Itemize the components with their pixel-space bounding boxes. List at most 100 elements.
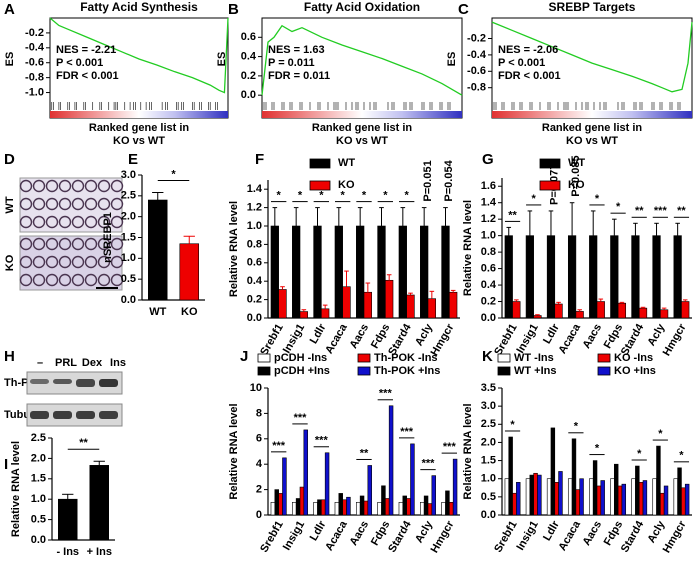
bar [663,485,669,516]
bar [431,475,436,516]
bar [57,498,78,541]
bar [313,501,318,516]
cell [110,197,124,211]
significance: * [595,193,600,205]
x-tick-label: Srebf1 [258,519,286,555]
bar [179,243,200,301]
y-tick-label: 0.8 [247,238,262,250]
panel-letter: J [240,348,248,365]
x-tick-label: Acaca [323,321,350,356]
bar [638,482,644,516]
stat-annotation: FDR < 0.001 [56,70,119,82]
x-tick-label: Ldlr [308,518,329,543]
bar [334,225,343,319]
band [99,379,118,387]
y-tick-label: -1.0 [25,86,44,98]
y-tick-label: 1.5 [31,473,46,485]
y-tick-label: 0.6 [481,262,496,274]
cell [32,179,46,193]
y-tick-label: 0.0 [31,534,46,546]
bar [652,478,657,516]
significance: *** [422,458,436,470]
y-tick-label: 3.0 [481,400,496,412]
stat-annotation: P < 0.001 [498,57,545,69]
bar [334,501,340,516]
significance: * [277,190,282,202]
band [53,411,72,419]
cell [19,179,33,193]
lane-label: Dex [82,357,103,369]
y-tick-label: 0.2 [241,70,256,82]
cell [71,273,85,287]
bar [554,482,559,516]
bar [321,499,326,516]
bar [533,315,542,319]
bar [410,443,415,516]
stat-annotation: NES = 1.63 [268,44,325,56]
y-tick-label: 2.5 [121,190,136,202]
cell [32,197,46,211]
panel-letter: A [4,1,15,18]
y-tick-label: 0.2 [247,294,262,306]
significance: * [510,419,515,431]
y-axis-label: ES [446,52,458,67]
legend-label: WT [568,157,585,169]
bar [427,298,436,319]
x-tick-label: Aacs [581,322,605,351]
y-tick-label: 1.6 [481,180,496,192]
bar [681,487,686,516]
bar [270,501,276,516]
x-tick-label: Insig1 [281,322,307,356]
y-tick-label: 6 [256,433,262,445]
y-tick-label: 0.6 [241,31,256,43]
significance: * [362,190,367,202]
stat-annotation: P < 0.001 [56,57,103,69]
cell [97,255,111,269]
significance: * [658,428,663,440]
bar [575,311,584,319]
bar [282,457,287,516]
y-tick-label: 0.4 [481,279,497,291]
y-tick-label: 0.5 [481,491,496,503]
es-line [49,17,229,94]
y-axis-label: Relative RNA level [228,201,240,297]
bar [303,429,308,516]
bar [299,311,308,319]
cell [32,215,46,229]
significance: *** [443,441,457,453]
bar [575,489,580,516]
x-tick-label: Insig1 [514,322,540,356]
bar [600,480,605,516]
x-tick-label: - Ins [56,546,79,558]
cell [71,197,85,211]
bar [558,471,563,516]
significance: * [616,201,621,213]
bar [299,486,305,516]
bar [596,485,602,516]
bar [398,501,404,516]
bar [631,235,640,319]
cell [110,237,124,251]
legend-swatch [309,180,331,191]
chart-title: SREBP Targets [549,0,636,14]
bar [278,493,283,516]
bar [423,495,429,516]
panel-letter: K [482,348,493,365]
bar [317,499,322,516]
x-tick-label: Aacs [581,519,605,548]
significance: *** [294,412,308,424]
x-tick-label: Ldlr [308,321,329,346]
significance: ** [508,209,517,221]
significance: ** [79,437,88,449]
bar [681,301,690,319]
image-label: WT [4,196,16,213]
bar [656,445,661,516]
bar [324,452,330,516]
y-tick-label: 1.4 [481,197,497,209]
significance: * [679,450,684,462]
y-tick-label: 1.2 [481,213,496,225]
panel-letter: H [4,348,15,365]
cell [19,255,33,269]
bar [274,489,279,516]
band [30,379,49,384]
